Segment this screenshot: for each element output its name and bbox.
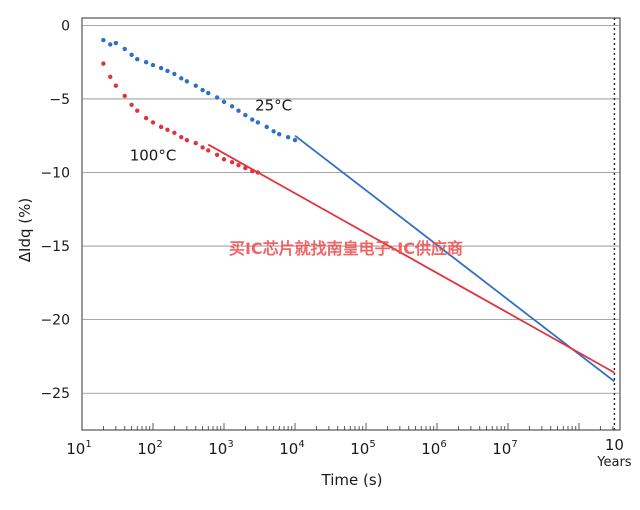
data-point <box>150 62 156 68</box>
data-point <box>277 132 282 137</box>
data-point <box>143 115 149 121</box>
fit-line <box>294 135 615 383</box>
data-point <box>150 120 156 125</box>
data-point <box>221 99 227 105</box>
ten-year-marker-label: 10 <box>605 436 624 454</box>
data-point <box>206 90 211 96</box>
series-100c <box>101 61 615 374</box>
ten-year-marker-sublabel: Years <box>596 455 632 470</box>
y-tick-label: −20 <box>40 313 70 329</box>
x-tick-label: 106 <box>421 439 446 458</box>
data-point <box>285 134 291 140</box>
watermark: 买IC芯片就找南皇电子-IC供应商 <box>229 239 463 258</box>
y-tick-label: −10 <box>40 166 70 182</box>
data-point <box>206 148 211 153</box>
data-point <box>113 40 119 46</box>
data-point <box>184 137 190 143</box>
data-point <box>179 76 184 81</box>
data-point <box>229 160 235 165</box>
data-point <box>236 108 241 113</box>
x-tick-label: 103 <box>208 439 233 458</box>
data-point <box>200 145 205 150</box>
y-tick-label: −5 <box>49 92 70 108</box>
x-tick-exponent: 5 <box>369 439 375 450</box>
x-tick-exponent: 3 <box>227 439 233 450</box>
data-point <box>101 61 106 66</box>
data-point <box>255 120 261 125</box>
data-point <box>184 79 190 84</box>
y-tick-label: 0 <box>61 18 70 34</box>
data-point <box>250 168 255 174</box>
x-tick-exponent: 2 <box>156 439 162 450</box>
fit-line <box>207 143 615 374</box>
data-point <box>255 170 261 175</box>
data-point <box>108 42 113 47</box>
data-point <box>193 140 198 146</box>
series-25c <box>101 37 615 383</box>
data-point <box>158 124 164 130</box>
x-tick-label: 105 <box>350 439 375 458</box>
y-tick-label: −15 <box>40 239 70 255</box>
x-tick-label: 102 <box>137 439 162 458</box>
data-point <box>200 87 205 93</box>
series-label: 25°C <box>255 97 292 115</box>
data-point <box>158 65 164 71</box>
x-tick-label: 101 <box>66 439 91 458</box>
data-point <box>229 104 235 109</box>
x-tick-exponent: 4 <box>298 439 304 450</box>
y-tick-label: −25 <box>40 386 70 402</box>
data-point <box>264 124 269 130</box>
data-point <box>129 52 134 57</box>
data-point <box>243 165 248 171</box>
data-point <box>113 83 119 88</box>
data-point <box>221 157 227 162</box>
data-point <box>122 46 127 52</box>
data-point <box>236 162 241 168</box>
data-point <box>143 59 149 65</box>
data-point <box>214 152 220 158</box>
x-tick-exponent: 1 <box>85 439 91 450</box>
data-point <box>165 68 170 74</box>
data-point <box>172 130 177 135</box>
annotation-layer: 25°C 100°C <box>130 97 292 165</box>
series-layer <box>101 37 615 383</box>
data-point <box>129 102 134 108</box>
data-point <box>179 134 184 140</box>
x-tick-exponent: 7 <box>511 439 517 450</box>
y-axis: 0 −5 −10 −15 −20 −25 <box>40 18 70 402</box>
data-point <box>271 129 276 134</box>
data-point <box>122 93 127 99</box>
data-point <box>250 117 255 122</box>
y-axis-title: ΔIdq (%) <box>16 198 34 262</box>
series-label: 100°C <box>130 147 177 165</box>
grid <box>81 17 621 431</box>
data-point <box>101 37 106 43</box>
data-point <box>135 57 140 62</box>
data-point <box>108 74 113 80</box>
data-point <box>243 112 248 118</box>
plot-frame <box>81 17 621 431</box>
x-tick-label: 107 <box>492 439 517 458</box>
x-axis-title: Time (s) <box>321 471 383 489</box>
data-point <box>165 127 170 133</box>
x-tick-exponent: 6 <box>440 439 446 450</box>
data-point <box>214 95 220 100</box>
data-point <box>193 83 198 88</box>
data-point <box>172 71 177 77</box>
data-point <box>135 108 140 113</box>
x-tick-label: 104 <box>279 439 304 458</box>
data-point <box>292 137 298 143</box>
